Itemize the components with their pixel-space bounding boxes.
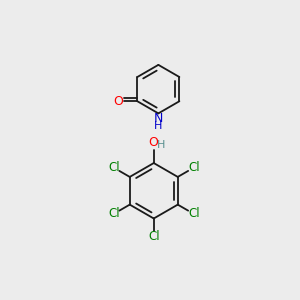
Text: O: O [113,94,123,107]
Text: N: N [154,112,163,125]
Text: Cl: Cl [148,230,160,244]
Text: O: O [148,136,158,149]
Text: H: H [157,140,165,150]
Text: Cl: Cl [188,161,200,174]
Text: Cl: Cl [108,161,120,174]
Text: Cl: Cl [108,207,120,220]
Text: H: H [154,121,163,131]
Text: Cl: Cl [188,207,200,220]
